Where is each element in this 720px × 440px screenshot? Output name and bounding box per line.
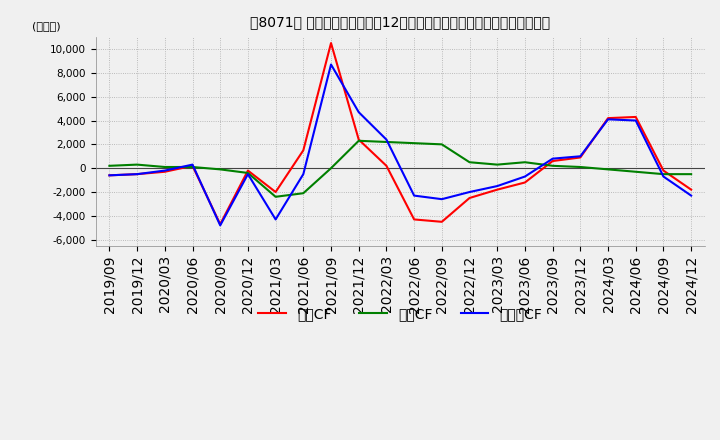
フリーCF — [631, 118, 640, 123]
営業CF — [438, 219, 446, 224]
投資CF — [604, 167, 613, 172]
フリーCF — [659, 174, 667, 179]
投資CF — [327, 165, 336, 171]
営業CF — [382, 163, 391, 169]
投資CF — [188, 165, 197, 170]
投資CF — [687, 172, 696, 177]
Line: フリーCF: フリーCF — [109, 65, 691, 225]
Y-axis label: (百万円): (百万円) — [32, 21, 61, 31]
投資CF — [105, 163, 114, 169]
投資CF — [631, 169, 640, 174]
フリーCF — [271, 217, 280, 222]
営業CF — [271, 189, 280, 194]
投資CF — [549, 163, 557, 169]
フリーCF — [576, 154, 585, 159]
営業CF — [604, 116, 613, 121]
営業CF — [132, 172, 141, 177]
Title: 【8071】 キャッシュフローの12か月移動合計の対前年同期増減額の推移: 【8071】 キャッシュフローの12か月移動合計の対前年同期増減額の推移 — [251, 15, 550, 29]
営業CF — [493, 187, 502, 192]
フリーCF — [188, 162, 197, 167]
投資CF — [161, 165, 169, 170]
営業CF — [161, 169, 169, 174]
投資CF — [410, 140, 418, 146]
営業CF — [105, 173, 114, 178]
投資CF — [465, 160, 474, 165]
フリーCF — [132, 172, 141, 177]
フリーCF — [327, 62, 336, 67]
営業CF — [188, 163, 197, 169]
営業CF — [243, 168, 252, 173]
フリーCF — [161, 168, 169, 173]
フリーCF — [299, 172, 307, 177]
フリーCF — [243, 172, 252, 177]
Legend: 営業CF, 投資CF, フリーCF: 営業CF, 投資CF, フリーCF — [253, 301, 548, 326]
投資CF — [132, 162, 141, 167]
Line: 営業CF: 営業CF — [109, 43, 691, 224]
フリーCF — [410, 193, 418, 198]
営業CF — [465, 195, 474, 201]
投資CF — [521, 160, 529, 165]
投資CF — [299, 191, 307, 196]
フリーCF — [604, 117, 613, 122]
フリーCF — [687, 193, 696, 198]
営業CF — [521, 180, 529, 185]
営業CF — [410, 217, 418, 222]
営業CF — [631, 114, 640, 120]
投資CF — [659, 172, 667, 177]
フリーCF — [382, 137, 391, 142]
投資CF — [493, 162, 502, 167]
投資CF — [243, 170, 252, 176]
フリーCF — [216, 223, 225, 228]
営業CF — [659, 168, 667, 173]
営業CF — [687, 187, 696, 192]
投資CF — [382, 139, 391, 145]
営業CF — [549, 158, 557, 164]
投資CF — [354, 138, 363, 143]
フリーCF — [105, 173, 114, 178]
フリーCF — [438, 197, 446, 202]
投資CF — [438, 142, 446, 147]
投資CF — [216, 167, 225, 172]
フリーCF — [549, 156, 557, 161]
営業CF — [354, 137, 363, 142]
投資CF — [576, 165, 585, 170]
フリーCF — [521, 174, 529, 179]
営業CF — [216, 222, 225, 227]
Line: 投資CF: 投資CF — [109, 141, 691, 197]
営業CF — [327, 40, 336, 46]
フリーCF — [465, 189, 474, 194]
営業CF — [299, 148, 307, 153]
投資CF — [271, 194, 280, 199]
営業CF — [576, 155, 585, 160]
フリーCF — [354, 110, 363, 115]
フリーCF — [493, 183, 502, 189]
